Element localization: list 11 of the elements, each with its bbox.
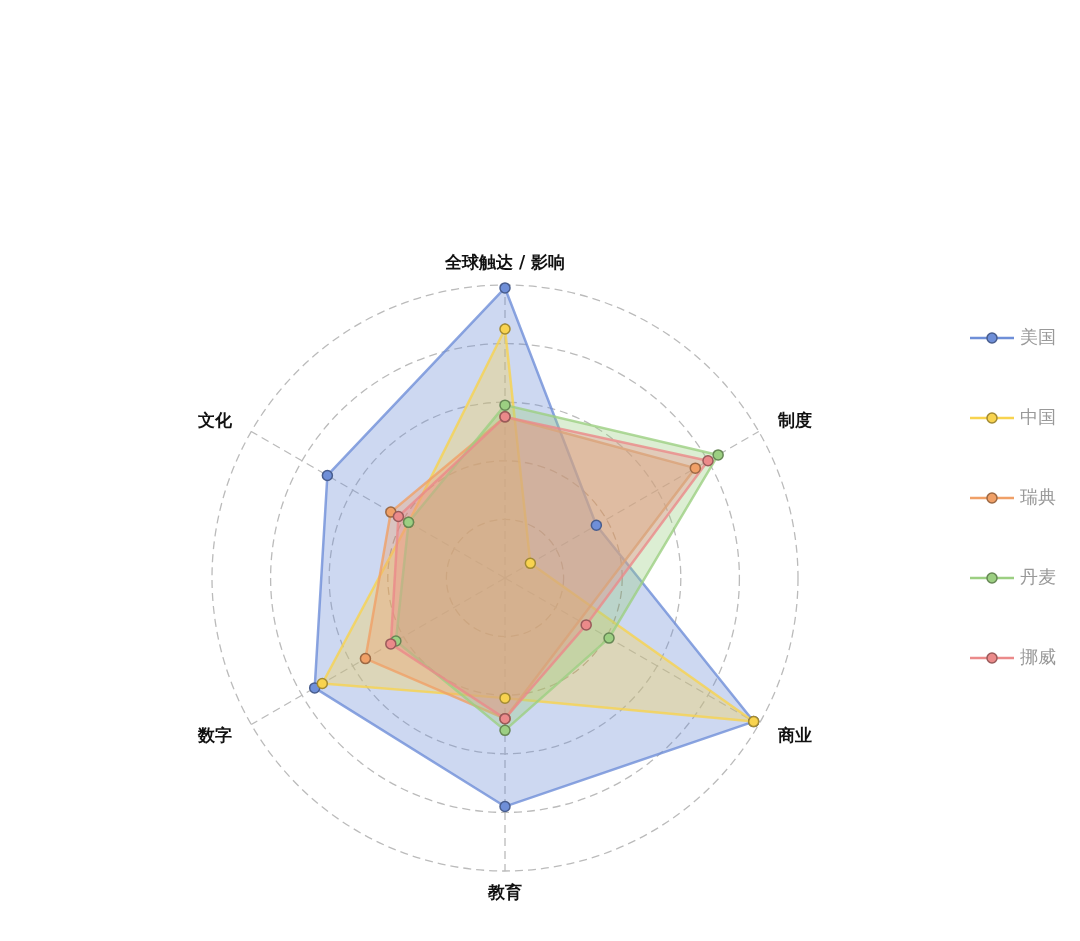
legend-label: 挪威 <box>1020 646 1056 667</box>
spoke-label: 制度 <box>776 409 812 430</box>
spoke-label: 教育 <box>487 882 522 902</box>
spoke-label: 数字 <box>197 724 233 745</box>
legend-label: 中国 <box>1020 406 1056 427</box>
legend-label: 丹麦 <box>1020 566 1056 587</box>
spoke-label: 全球触达 / 影响 <box>443 252 566 272</box>
spoke-label: 商业 <box>776 724 812 745</box>
legend-label: 瑞典 <box>1020 486 1056 507</box>
spoke-label: 文化 <box>197 409 234 430</box>
legend-label: 美国 <box>1020 326 1056 347</box>
